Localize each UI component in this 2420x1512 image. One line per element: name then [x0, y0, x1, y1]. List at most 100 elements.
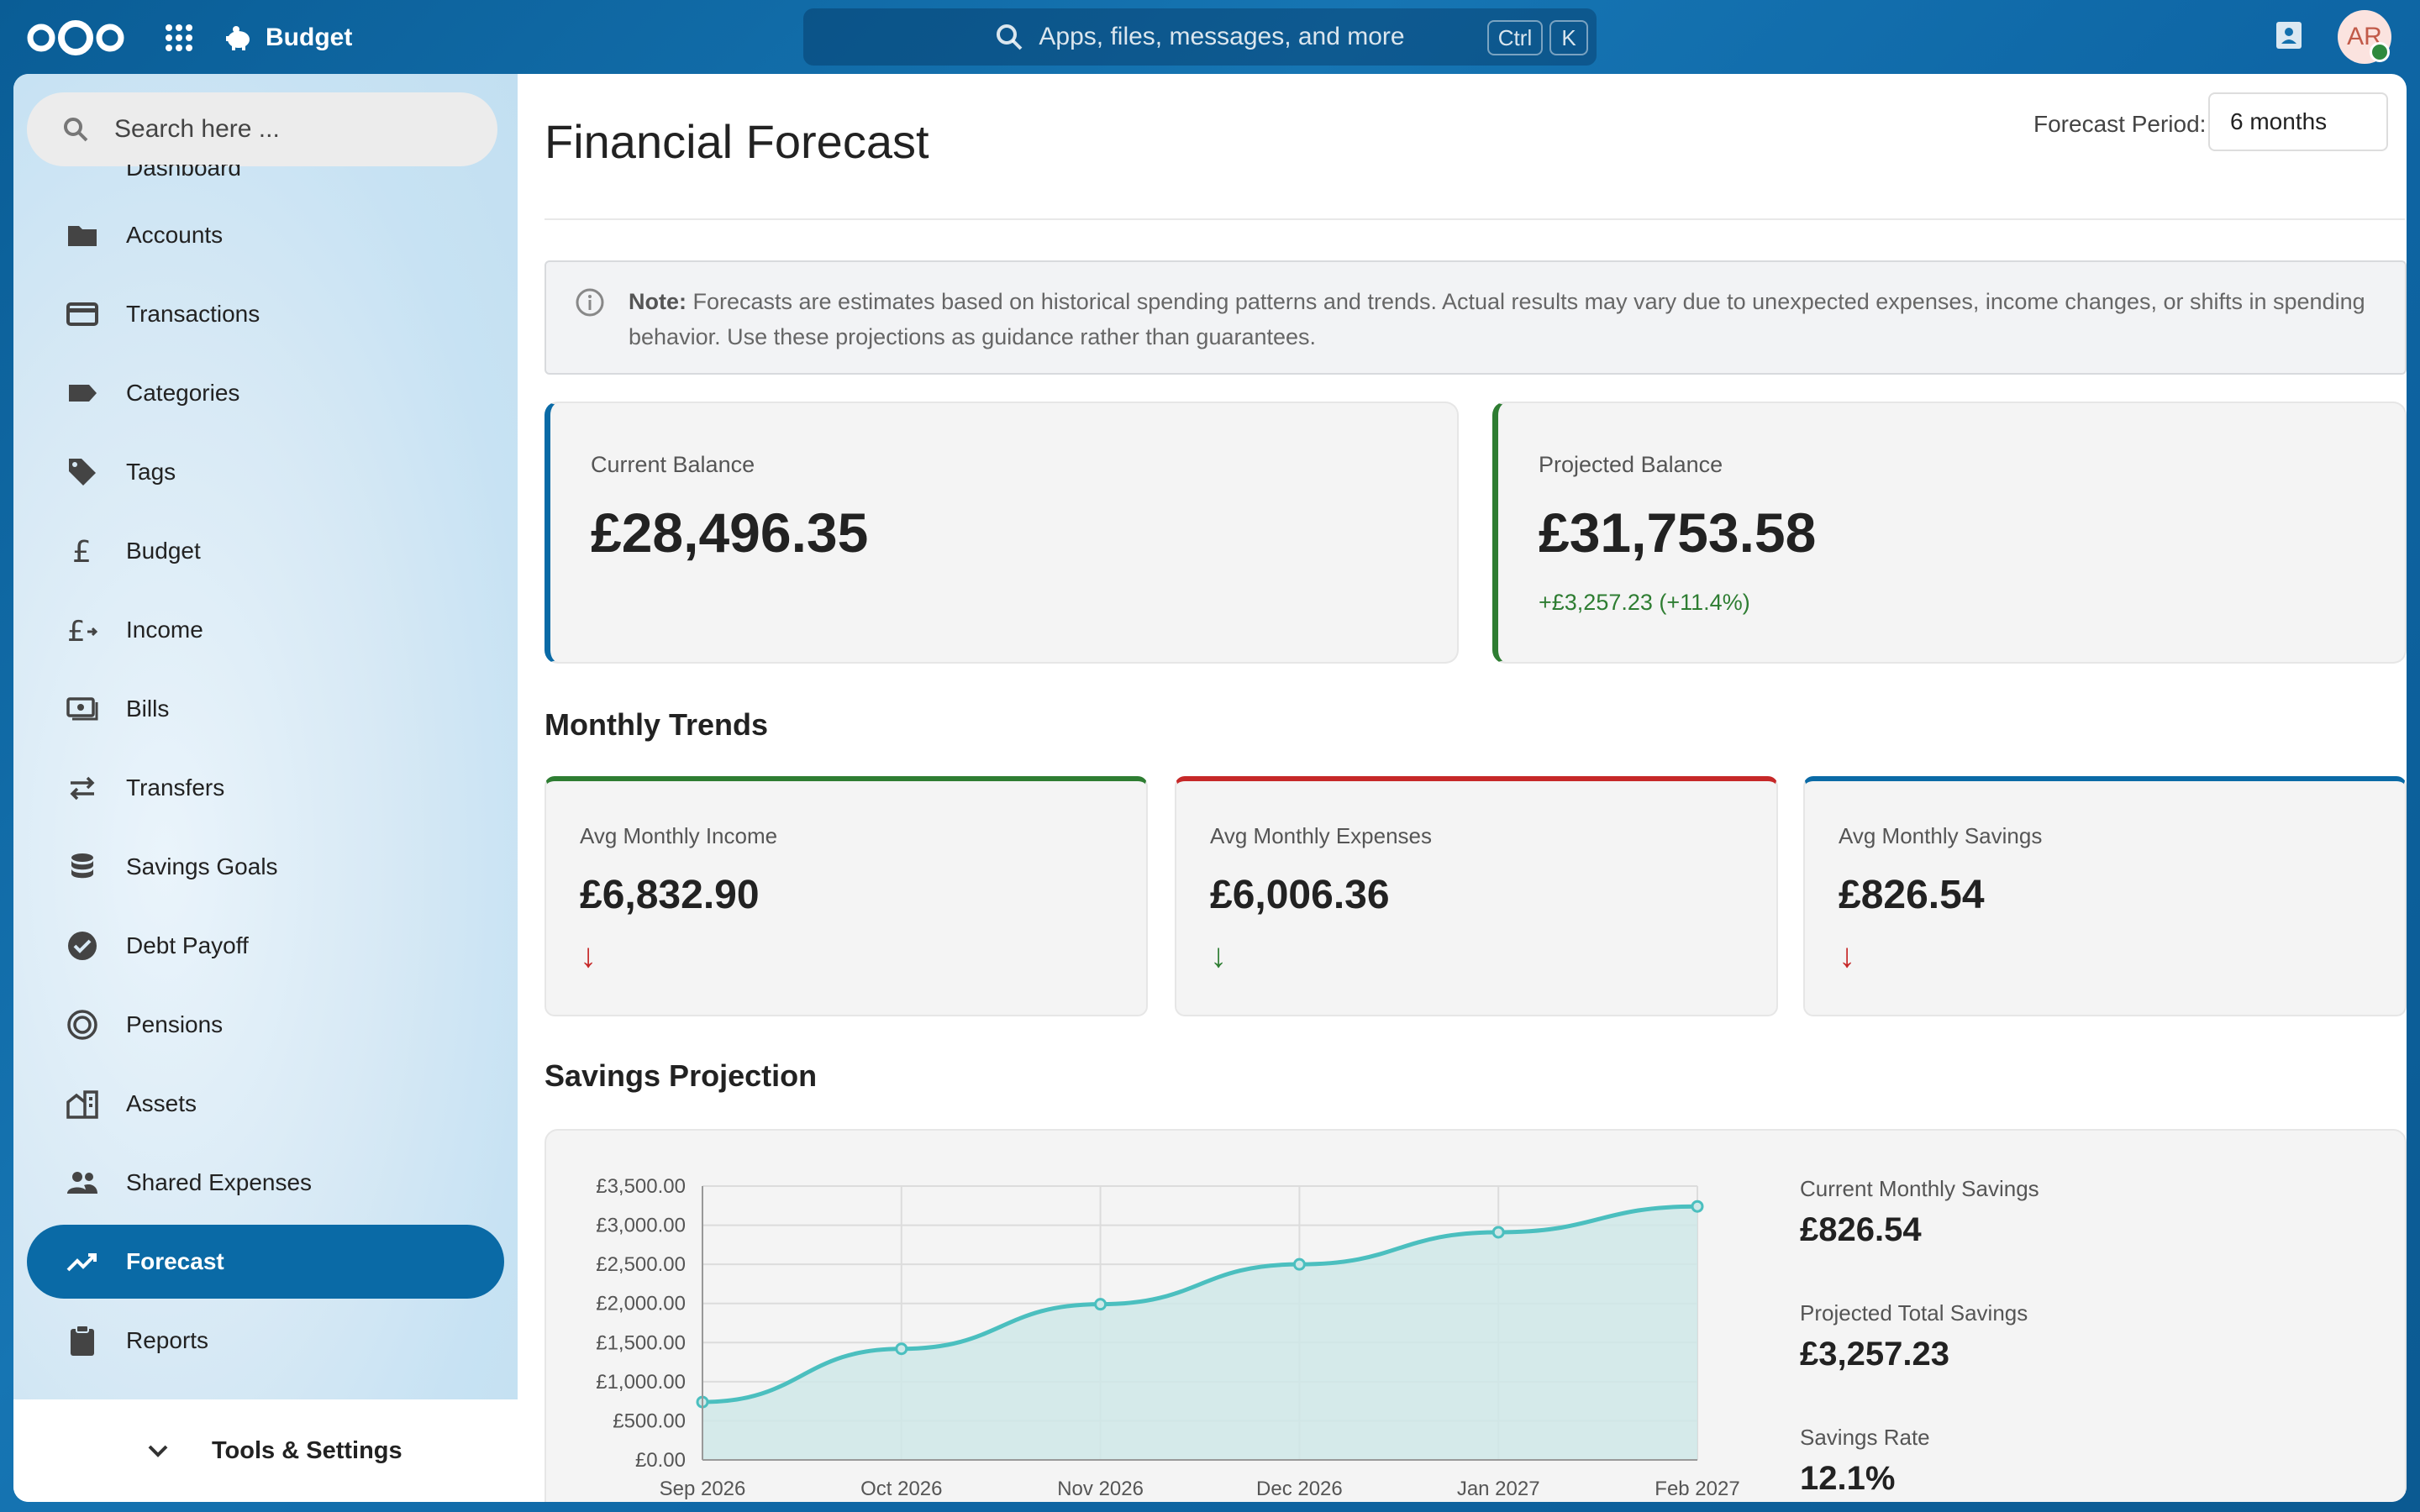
chevron-down-icon [148, 1445, 168, 1457]
projected-balance-card: Projected Balance £31,753.58 +£3,257.23 … [1492, 402, 2407, 664]
credit-card-icon [66, 302, 98, 326]
tag-icon [69, 459, 96, 486]
sidebar-item-label: Assets [126, 1090, 197, 1116]
sidebar-item-pensions[interactable]: Pensions [27, 988, 504, 1062]
sidebar-item-categories[interactable]: Categories [27, 356, 504, 430]
arrow-down-icon: ↓ [1210, 937, 1227, 974]
arrow-down-icon: ↓ [1839, 937, 1855, 974]
projected-balance-value: £31,753.58 [1539, 501, 1817, 564]
main-content: Financial Forecast Forecast Period: 6 mo… [531, 74, 2407, 1502]
data-point [1691, 1200, 1704, 1213]
x-tick-label: Oct 2026 [860, 1478, 942, 1500]
pound-icon: £ [72, 535, 92, 568]
sidebar-item-label: Dashboard [126, 165, 241, 181]
buildings-icon [66, 1090, 98, 1119]
swap-icon [70, 776, 95, 801]
sidebar-item-debt-payoff[interactable]: Debt Payoff [27, 909, 504, 983]
sidebar-item-label: Forecast [126, 1248, 224, 1274]
sidebar-item-accounts[interactable]: Accounts [27, 198, 504, 272]
app-grid-icon[interactable] [165, 24, 193, 52]
tools-settings-label: Tools & Settings [212, 1436, 402, 1464]
stat-label: Current Monthly Savings [1800, 1176, 2039, 1201]
shortcut-k-key: K [1549, 20, 1588, 55]
trend-label: Avg Monthly Expenses [1210, 823, 1432, 848]
sidebar-item-label: Budget [126, 538, 201, 564]
app-name: Budget [266, 24, 353, 51]
forecast-period-select[interactable]: 6 months [2208, 92, 2388, 151]
sidebar-item-label: Shared Expenses [126, 1169, 313, 1195]
unified-search-bar[interactable]: Apps, files, messages, and more Ctrl K [803, 8, 1597, 66]
savings-projection-heading: Savings Projection [544, 1058, 818, 1093]
top-bar: Budget Apps, files, messages, and more C… [0, 0, 2420, 74]
sidebar-item-label: Reports [126, 1327, 209, 1353]
note-body: Forecasts are estimates based on histori… [629, 289, 2365, 349]
sidebar-item-tags[interactable]: Tags [27, 435, 504, 509]
sidebar-item-shared-expenses[interactable]: Shared Expenses [27, 1146, 504, 1220]
trend-label: Avg Monthly Savings [1839, 823, 2043, 848]
avg-savings-card: Avg Monthly Savings £826.54 ↓ [1803, 776, 2407, 1016]
data-point [1094, 1298, 1107, 1311]
sidebar-item-label: Tags [126, 459, 176, 485]
y-tick-label: £2,000.00 [596, 1293, 686, 1315]
contacts-icon[interactable] [2272, 18, 2306, 52]
sidebar-item-label: Pensions [126, 1011, 224, 1037]
sidebar-item-label: Accounts [126, 222, 224, 248]
sidebar-item-label: Savings Goals [126, 853, 278, 879]
sidebar-item-label: Bills [126, 696, 170, 722]
y-tick-label: £3,000.00 [596, 1215, 686, 1237]
app-budget-link[interactable]: Budget [224, 18, 352, 57]
trend-value: £6,832.90 [580, 873, 760, 917]
data-point [895, 1342, 908, 1356]
sidebar-item-dashboard[interactable]: Dashboard [27, 165, 504, 205]
sidebar-item-assets[interactable]: Assets [27, 1067, 504, 1141]
search-icon [997, 24, 1023, 50]
search-icon [64, 118, 88, 142]
sidebar-item-label: Categories [126, 380, 240, 406]
y-tick-label: £3,500.00 [596, 1175, 686, 1198]
people-icon [67, 1172, 97, 1194]
app-window: Search here ... Dashboard Accounts Trans… [13, 74, 2407, 1502]
current-balance-value: £28,496.35 [591, 501, 869, 564]
sidebar-item-reports[interactable]: Reports [27, 1304, 504, 1378]
sidebar-nav: Dashboard Accounts Transactions Categori… [13, 165, 518, 1472]
x-tick-label: Dec 2026 [1256, 1478, 1343, 1500]
label-icon [69, 385, 97, 402]
x-tick-label: Sep 2026 [660, 1478, 746, 1500]
sidebar-item-forecast[interactable]: Forecast [27, 1225, 504, 1299]
sidebar-item-savings-goals[interactable]: Savings Goals [27, 830, 504, 904]
clipboard-icon [71, 1325, 94, 1356]
current-balance-card: Current Balance £28,496.35 [544, 402, 1459, 664]
stat-label: Projected Total Savings [1800, 1300, 2028, 1326]
cash-icon [66, 697, 98, 721]
nextcloud-logo-icon[interactable] [24, 18, 128, 57]
savings-line [702, 1204, 1698, 1404]
trend-value: £6,006.36 [1210, 873, 1390, 917]
sidebar-search-input[interactable]: Search here ... [27, 92, 497, 166]
sidebar-item-income[interactable]: £ Income [27, 593, 504, 667]
monthly-trends-heading: Monthly Trends [544, 707, 769, 742]
forecast-period-label: Forecast Period: [2033, 111, 2207, 137]
avg-income-card: Avg Monthly Income £6,832.90 ↓ [544, 776, 1148, 1016]
page-title: Financial Forecast [544, 115, 929, 168]
sidebar-item-label: Transfers [126, 774, 225, 801]
y-tick-label: £1,000.00 [596, 1371, 686, 1394]
y-tick-label: £2,500.00 [596, 1253, 686, 1276]
folder-icon [68, 226, 97, 246]
sidebar-item-budget[interactable]: £ Budget [27, 514, 504, 588]
sidebar-item-label: Income [126, 617, 203, 643]
stat-label: Savings Rate [1800, 1425, 1930, 1450]
tools-settings-toggle[interactable]: Tools & Settings [13, 1399, 518, 1502]
sidebar-item-transfers[interactable]: Transfers [27, 751, 504, 825]
arrow-down-icon: ↓ [580, 937, 597, 974]
savings-projection-panel: £0.00 £500.00 £1,000.00 £1,500.00 £2,000.00 £… [544, 1129, 2407, 1502]
check-circle-icon [68, 932, 97, 960]
sidebar-item-bills[interactable]: Bills [27, 672, 504, 746]
stat-value: £3,257.23 [1800, 1336, 1949, 1373]
sidebar-item-transactions[interactable]: Transactions [27, 277, 504, 351]
data-point [1491, 1226, 1505, 1239]
unified-search-placeholder: Apps, files, messages, and more [1039, 23, 1405, 50]
forecast-note: Note: Forecasts are estimates based on h… [544, 260, 2407, 375]
trend-label: Avg Monthly Income [580, 823, 778, 848]
info-icon [576, 288, 604, 317]
trend-value: £826.54 [1839, 873, 1985, 917]
